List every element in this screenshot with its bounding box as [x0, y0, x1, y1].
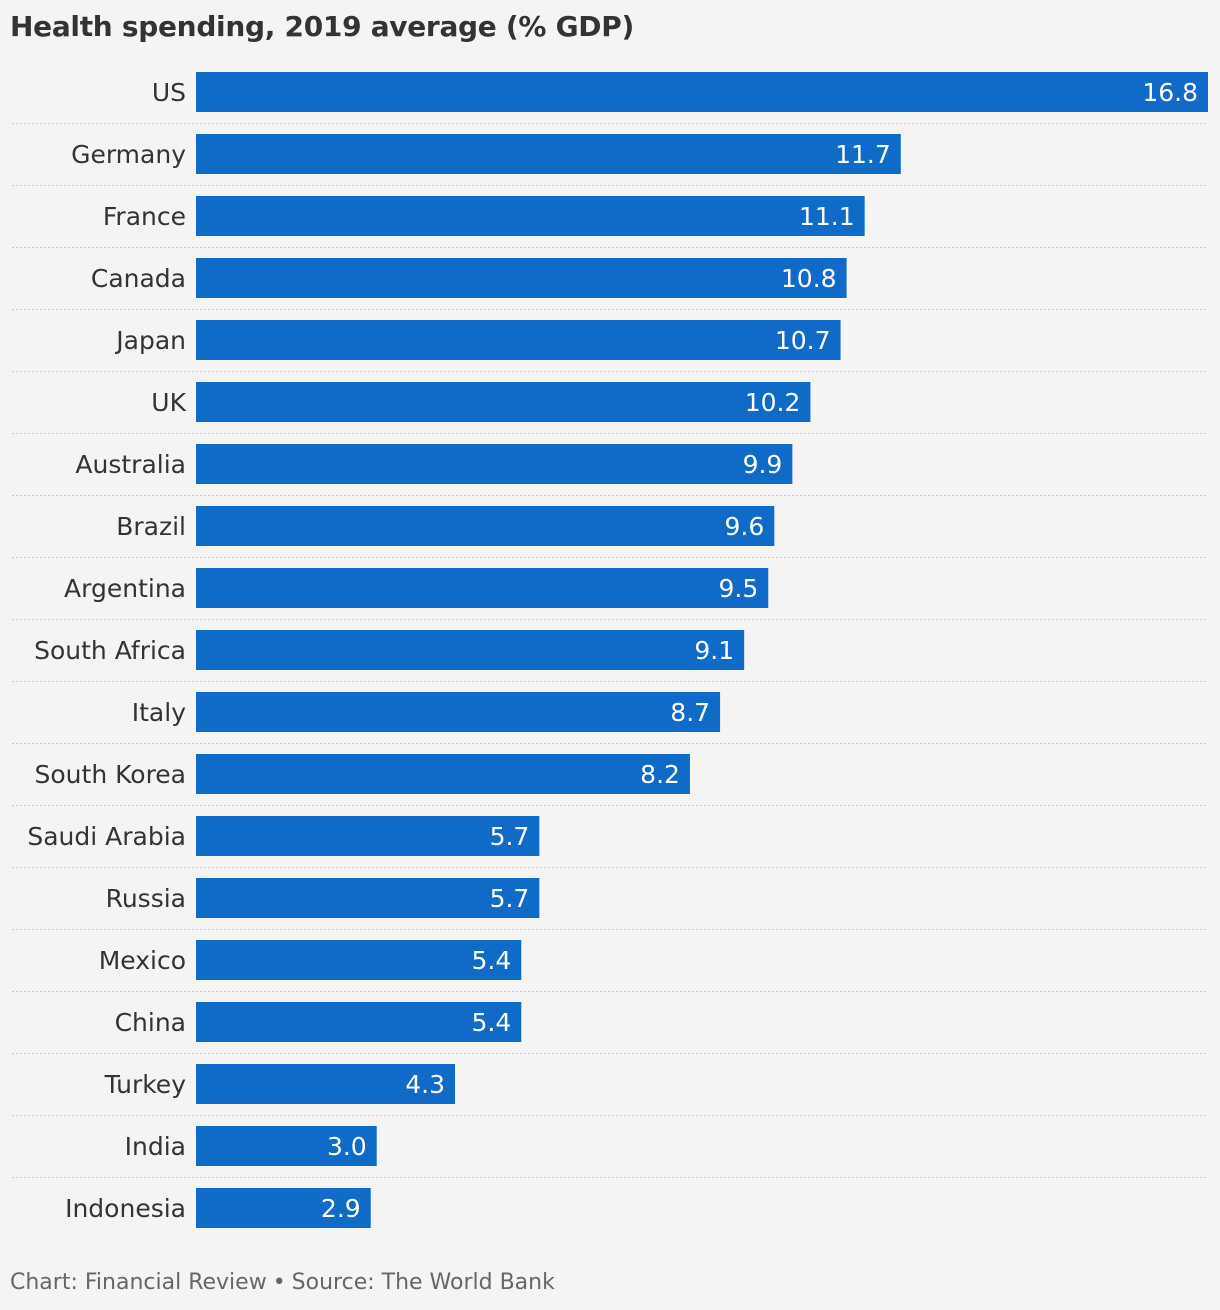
value-label: 9.5: [718, 574, 758, 603]
value-label: 9.6: [725, 512, 765, 541]
bar-chart: US 16.8 Germany 11.7 France 11.1 Canada 10.8 Jap…: [12, 72, 1208, 1228]
bar: [196, 72, 1208, 112]
category-label: Brazil: [116, 512, 186, 541]
category-label: Russia: [106, 884, 186, 913]
bar: [196, 816, 540, 856]
bar: [196, 754, 690, 794]
category-label: Turkey: [104, 1070, 187, 1099]
bar: [196, 134, 901, 174]
value-label: 8.7: [670, 698, 710, 727]
footer-separator: •: [272, 1270, 286, 1295]
bar: [196, 444, 793, 484]
value-label: 5.4: [472, 946, 512, 975]
bar: [196, 258, 847, 298]
category-label: India: [125, 1132, 186, 1161]
chart-title: Health spending, 2019 average (% GDP): [10, 10, 634, 43]
chart-source: Source: The World Bank: [291, 1270, 555, 1295]
value-label: 10.7: [775, 326, 831, 355]
bar: [196, 1002, 522, 1042]
bar: [196, 940, 522, 980]
value-label: 5.7: [490, 822, 530, 851]
value-label: 9.9: [743, 450, 783, 479]
value-label: 9.1: [694, 636, 734, 665]
value-label: 3.0: [327, 1132, 367, 1161]
category-label: Saudi Arabia: [27, 822, 186, 851]
value-label: 5.7: [490, 884, 530, 913]
bar: [196, 568, 769, 608]
value-label: 8.2: [640, 760, 680, 789]
value-label: 10.2: [745, 388, 801, 417]
bar: [196, 692, 721, 732]
bar: [196, 1126, 377, 1166]
category-label: South Africa: [34, 636, 186, 665]
category-label: China: [115, 1008, 186, 1037]
bar: [196, 320, 841, 360]
category-label: South Korea: [35, 760, 186, 789]
category-label: Japan: [114, 326, 186, 355]
bar: [196, 506, 775, 546]
value-label: 5.4: [472, 1008, 512, 1037]
category-label: Mexico: [99, 946, 186, 975]
value-label: 4.3: [405, 1070, 445, 1099]
bar: [196, 878, 540, 918]
category-label: Australia: [75, 450, 186, 479]
value-label: 16.8: [1142, 78, 1198, 107]
category-label: UK: [151, 388, 186, 417]
category-label: France: [103, 202, 186, 231]
value-label: 11.7: [835, 140, 891, 169]
category-label: Italy: [132, 698, 186, 727]
chart-credit: Chart: Financial Review: [10, 1270, 267, 1295]
category-label: Argentina: [64, 574, 186, 603]
bar: [196, 630, 745, 670]
bar: [196, 196, 865, 236]
category-label: Indonesia: [65, 1194, 186, 1223]
bar: [196, 1064, 456, 1104]
value-label: 10.8: [781, 264, 837, 293]
bar: [196, 1188, 371, 1228]
category-label: Canada: [91, 264, 186, 293]
category-label: Germany: [71, 140, 186, 169]
value-label: 11.1: [799, 202, 855, 231]
value-label: 2.9: [321, 1194, 361, 1223]
chart-footer: Chart: Financial Review • Source: The Worl…: [10, 1270, 555, 1295]
bar: [196, 382, 811, 422]
category-label: US: [152, 78, 186, 107]
